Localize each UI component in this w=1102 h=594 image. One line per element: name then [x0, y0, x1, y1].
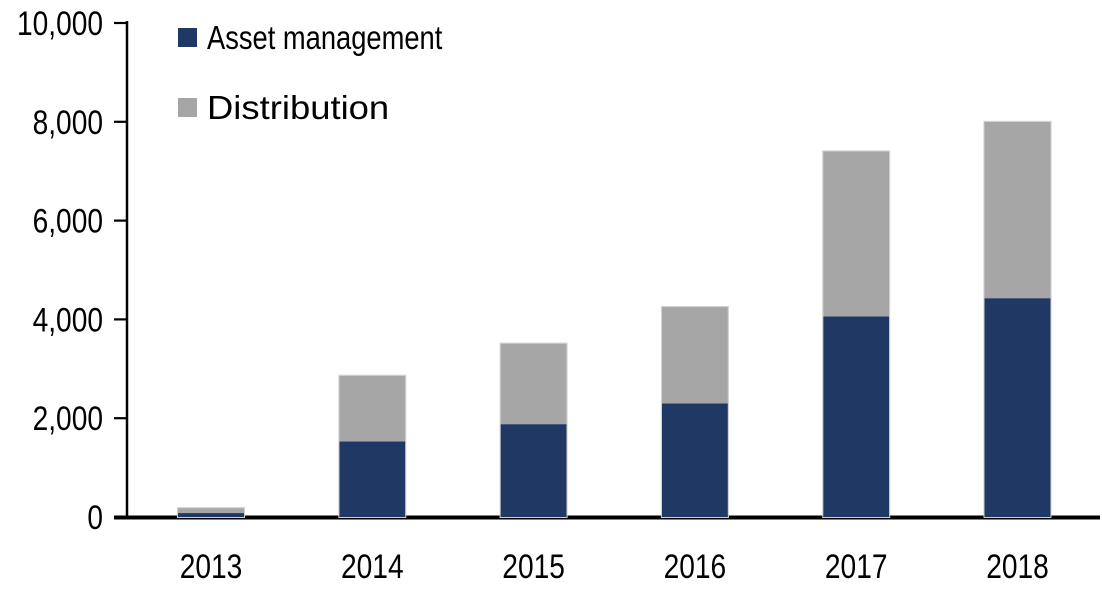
bar-segment-asset-management: [178, 513, 244, 517]
y-tick-label: 0: [87, 499, 103, 537]
y-tick-label: 2,000: [33, 400, 103, 438]
bars: [177, 120, 1052, 519]
bar-segment-distribution: [984, 121, 1051, 299]
bar-outline: [338, 374, 407, 518]
x-axis-label: 2014: [341, 548, 404, 586]
y-tick-label: 6,000: [33, 203, 103, 241]
x-axis-label: 2013: [180, 548, 243, 586]
bar-segment-asset-management: [823, 316, 890, 517]
legend: Asset management Distribution: [178, 19, 442, 126]
bar-outline: [177, 507, 245, 519]
y-tick-label: 8,000: [33, 104, 103, 142]
bar-segment-distribution: [500, 343, 567, 425]
legend-swatch-distribution: [178, 98, 197, 117]
bar-segment-distribution: [178, 508, 244, 514]
bar-segment-distribution: [661, 307, 728, 404]
axes: 0 2,000 4,000 6,000 8,000 10,000: [17, 5, 1100, 537]
bar-outline: [983, 120, 1052, 519]
bar-segment-asset-management: [339, 441, 406, 517]
x-axis-label: 2018: [986, 548, 1049, 586]
x-axis-labels: 2013 2014 2015 2016 2017 2018: [180, 548, 1049, 586]
bar-segment-distribution: [339, 375, 406, 442]
legend-label-distribution: Distribution: [207, 89, 389, 126]
legend-swatch-asset-management: [178, 28, 197, 47]
bar-segment-asset-management: [661, 403, 728, 517]
y-tick-label: 10,000: [17, 5, 103, 43]
bar-segment-distribution: [823, 151, 890, 317]
bar-outline: [660, 306, 729, 518]
bar-segment-asset-management: [500, 424, 567, 517]
legend-label-asset-management: Asset management: [207, 19, 442, 56]
y-tick-label: 4,000: [33, 301, 103, 339]
bar-segment-asset-management: [984, 298, 1051, 517]
x-axis-label: 2015: [502, 548, 565, 586]
x-axis-label: 2017: [825, 548, 888, 586]
bar-outline: [499, 342, 568, 518]
bar-outline: [822, 150, 891, 518]
x-axis-line: [114, 515, 1100, 520]
x-axis-label: 2016: [664, 548, 727, 586]
